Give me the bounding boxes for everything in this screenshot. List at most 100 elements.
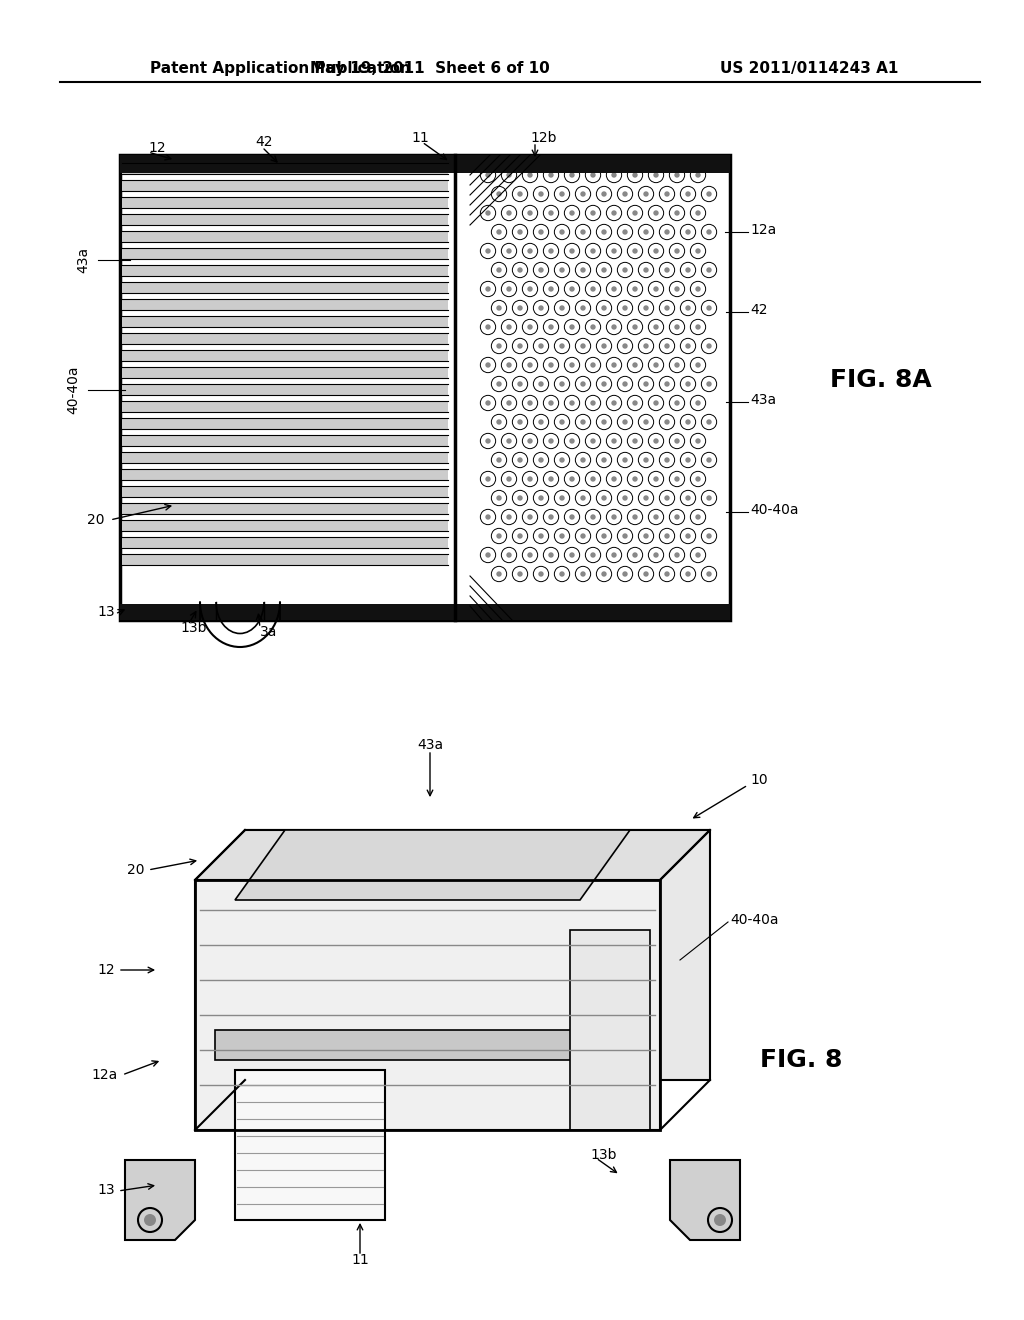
Circle shape (695, 286, 700, 292)
Circle shape (653, 286, 658, 292)
Circle shape (674, 515, 680, 520)
Text: 40-40a: 40-40a (750, 503, 799, 517)
Text: 42: 42 (750, 304, 768, 317)
Bar (122, 265, 449, 276)
Circle shape (559, 191, 564, 197)
Circle shape (674, 400, 680, 405)
Bar (122, 367, 449, 378)
Polygon shape (245, 830, 710, 1080)
Circle shape (674, 325, 680, 330)
Bar (122, 231, 449, 242)
Circle shape (497, 230, 502, 235)
Bar (122, 418, 449, 429)
Circle shape (527, 210, 532, 215)
Circle shape (559, 457, 564, 463)
Circle shape (685, 572, 691, 577)
Circle shape (601, 230, 606, 235)
Circle shape (506, 552, 512, 557)
Circle shape (623, 533, 628, 539)
Text: 11: 11 (411, 131, 429, 145)
Bar (122, 384, 449, 395)
Circle shape (632, 210, 638, 215)
Circle shape (506, 210, 512, 215)
Circle shape (623, 230, 628, 235)
Circle shape (497, 533, 502, 539)
Circle shape (559, 572, 564, 577)
Text: 20: 20 (128, 863, 145, 876)
Circle shape (527, 477, 532, 482)
Bar (122, 282, 449, 293)
Circle shape (707, 457, 712, 463)
Circle shape (569, 325, 574, 330)
Circle shape (569, 173, 574, 178)
Circle shape (485, 438, 490, 444)
Text: 20: 20 (87, 513, 105, 527)
Circle shape (506, 248, 512, 253)
Text: 40-40a: 40-40a (66, 366, 80, 414)
Circle shape (707, 533, 712, 539)
Circle shape (497, 495, 502, 500)
Circle shape (485, 210, 490, 215)
Polygon shape (670, 1160, 740, 1239)
Circle shape (695, 438, 700, 444)
Circle shape (611, 248, 616, 253)
Circle shape (559, 533, 564, 539)
Circle shape (601, 420, 606, 425)
Circle shape (485, 477, 490, 482)
Circle shape (539, 230, 544, 235)
Circle shape (643, 267, 648, 273)
Circle shape (623, 305, 628, 310)
Circle shape (601, 495, 606, 500)
Bar (122, 214, 449, 224)
Circle shape (581, 533, 586, 539)
Circle shape (506, 477, 512, 482)
Circle shape (632, 248, 638, 253)
Circle shape (539, 343, 544, 348)
Circle shape (527, 515, 532, 520)
Circle shape (548, 248, 554, 253)
Polygon shape (215, 1030, 640, 1060)
Bar (120, 154, 730, 620)
Circle shape (485, 552, 490, 557)
Circle shape (611, 325, 616, 330)
Circle shape (643, 230, 648, 235)
Circle shape (517, 305, 522, 310)
Circle shape (559, 230, 564, 235)
Bar (122, 315, 449, 327)
Circle shape (548, 477, 554, 482)
Circle shape (527, 362, 532, 368)
Circle shape (527, 552, 532, 557)
Circle shape (632, 515, 638, 520)
Circle shape (581, 267, 586, 273)
Circle shape (643, 305, 648, 310)
Circle shape (601, 381, 606, 387)
Circle shape (601, 572, 606, 577)
Circle shape (539, 457, 544, 463)
Circle shape (527, 438, 532, 444)
Circle shape (517, 533, 522, 539)
Bar (122, 197, 449, 209)
Circle shape (548, 173, 554, 178)
Circle shape (559, 420, 564, 425)
Text: FIG. 8A: FIG. 8A (830, 368, 932, 392)
Circle shape (144, 1214, 156, 1226)
Circle shape (665, 191, 670, 197)
Bar (122, 436, 449, 446)
Circle shape (707, 381, 712, 387)
Circle shape (539, 381, 544, 387)
Circle shape (581, 457, 586, 463)
Text: FIG. 8: FIG. 8 (760, 1048, 843, 1072)
Circle shape (707, 343, 712, 348)
Text: US 2011/0114243 A1: US 2011/0114243 A1 (720, 61, 898, 75)
Circle shape (685, 533, 691, 539)
Circle shape (569, 400, 574, 405)
Circle shape (539, 495, 544, 500)
Circle shape (674, 173, 680, 178)
Circle shape (539, 267, 544, 273)
Circle shape (632, 552, 638, 557)
Circle shape (695, 325, 700, 330)
Circle shape (674, 362, 680, 368)
Circle shape (517, 572, 522, 577)
Circle shape (559, 305, 564, 310)
Circle shape (527, 286, 532, 292)
